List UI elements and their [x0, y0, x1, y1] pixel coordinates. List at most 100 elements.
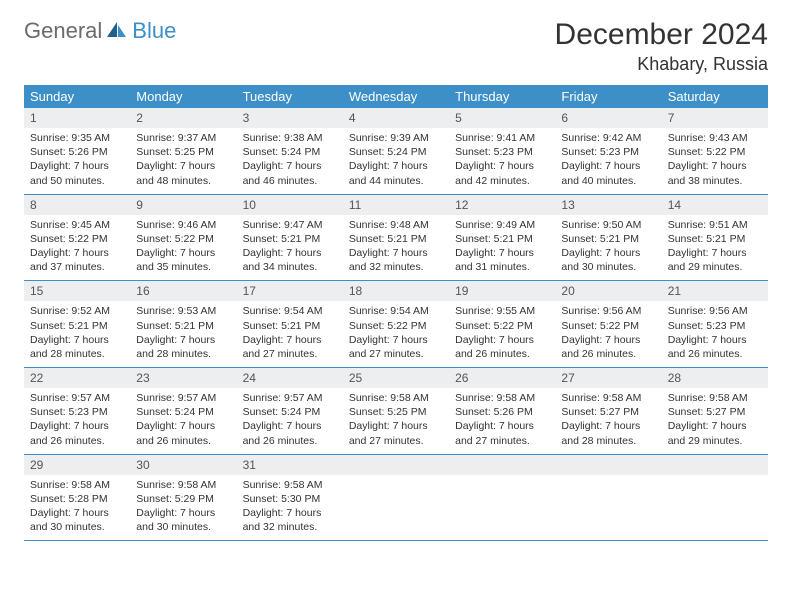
- day-body: Sunrise: 9:46 AMSunset: 5:22 PMDaylight:…: [130, 215, 236, 281]
- sunrise-text: Sunrise: 9:58 AM: [243, 478, 337, 492]
- daylight-text: and 46 minutes.: [243, 174, 337, 188]
- logo: General Blue: [24, 18, 176, 44]
- daylight-text: and 26 minutes.: [243, 434, 337, 448]
- daylight-text: Daylight: 7 hours: [455, 159, 549, 173]
- sunset-text: Sunset: 5:22 PM: [30, 232, 124, 246]
- sunrise-text: Sunrise: 9:58 AM: [561, 391, 655, 405]
- month-title: December 2024: [555, 18, 768, 52]
- day-number: 14: [662, 195, 768, 215]
- calendar-day-cell: 26Sunrise: 9:58 AMSunset: 5:26 PMDayligh…: [449, 368, 555, 455]
- day-body: Sunrise: 9:35 AMSunset: 5:26 PMDaylight:…: [24, 128, 130, 194]
- daylight-text: and 30 minutes.: [30, 520, 124, 534]
- daylight-text: Daylight: 7 hours: [455, 419, 549, 433]
- calendar-day-cell: 29Sunrise: 9:58 AMSunset: 5:28 PMDayligh…: [24, 454, 130, 541]
- day-body: Sunrise: 9:47 AMSunset: 5:21 PMDaylight:…: [237, 215, 343, 281]
- daylight-text: and 38 minutes.: [668, 174, 762, 188]
- calendar-day-cell: 24Sunrise: 9:57 AMSunset: 5:24 PMDayligh…: [237, 368, 343, 455]
- day-number: 19: [449, 281, 555, 301]
- calendar-week-row: 8Sunrise: 9:45 AMSunset: 5:22 PMDaylight…: [24, 194, 768, 281]
- day-body: Sunrise: 9:58 AMSunset: 5:25 PMDaylight:…: [343, 388, 449, 454]
- calendar-day-cell: [343, 454, 449, 541]
- daylight-text: and 30 minutes.: [561, 260, 655, 274]
- sunset-text: Sunset: 5:22 PM: [455, 319, 549, 333]
- day-body-empty: [343, 475, 449, 535]
- sunrise-text: Sunrise: 9:58 AM: [349, 391, 443, 405]
- daylight-text: and 26 minutes.: [455, 347, 549, 361]
- logo-word-blue: Blue: [132, 18, 176, 44]
- day-body: Sunrise: 9:41 AMSunset: 5:23 PMDaylight:…: [449, 128, 555, 194]
- daylight-text: and 27 minutes.: [455, 434, 549, 448]
- daylight-text: Daylight: 7 hours: [668, 159, 762, 173]
- weekday-header: Thursday: [449, 85, 555, 108]
- sunset-text: Sunset: 5:26 PM: [30, 145, 124, 159]
- daylight-text: and 32 minutes.: [349, 260, 443, 274]
- daylight-text: and 27 minutes.: [349, 434, 443, 448]
- daylight-text: Daylight: 7 hours: [30, 506, 124, 520]
- sunset-text: Sunset: 5:24 PM: [349, 145, 443, 159]
- sunset-text: Sunset: 5:22 PM: [136, 232, 230, 246]
- daylight-text: Daylight: 7 hours: [243, 419, 337, 433]
- sunrise-text: Sunrise: 9:52 AM: [30, 304, 124, 318]
- calendar-week-row: 22Sunrise: 9:57 AMSunset: 5:23 PMDayligh…: [24, 368, 768, 455]
- day-body: Sunrise: 9:54 AMSunset: 5:22 PMDaylight:…: [343, 301, 449, 367]
- weekday-header: Tuesday: [237, 85, 343, 108]
- logo-word-general: General: [24, 18, 102, 44]
- day-number: 21: [662, 281, 768, 301]
- daylight-text: Daylight: 7 hours: [30, 159, 124, 173]
- calendar-day-cell: 14Sunrise: 9:51 AMSunset: 5:21 PMDayligh…: [662, 194, 768, 281]
- daylight-text: and 50 minutes.: [30, 174, 124, 188]
- day-body-empty: [555, 475, 661, 535]
- calendar-day-cell: 16Sunrise: 9:53 AMSunset: 5:21 PMDayligh…: [130, 281, 236, 368]
- calendar-day-cell: 6Sunrise: 9:42 AMSunset: 5:23 PMDaylight…: [555, 108, 661, 194]
- daylight-text: and 29 minutes.: [668, 434, 762, 448]
- day-body: Sunrise: 9:51 AMSunset: 5:21 PMDaylight:…: [662, 215, 768, 281]
- calendar-week-row: 15Sunrise: 9:52 AMSunset: 5:21 PMDayligh…: [24, 281, 768, 368]
- day-number: 20: [555, 281, 661, 301]
- daylight-text: Daylight: 7 hours: [30, 419, 124, 433]
- day-number: 5: [449, 108, 555, 128]
- sunrise-text: Sunrise: 9:49 AM: [455, 218, 549, 232]
- daylight-text: and 27 minutes.: [243, 347, 337, 361]
- calendar-day-cell: 4Sunrise: 9:39 AMSunset: 5:24 PMDaylight…: [343, 108, 449, 194]
- sunset-text: Sunset: 5:27 PM: [668, 405, 762, 419]
- daylight-text: Daylight: 7 hours: [668, 246, 762, 260]
- day-body: Sunrise: 9:55 AMSunset: 5:22 PMDaylight:…: [449, 301, 555, 367]
- sunset-text: Sunset: 5:21 PM: [455, 232, 549, 246]
- day-body: Sunrise: 9:54 AMSunset: 5:21 PMDaylight:…: [237, 301, 343, 367]
- location: Khabary, Russia: [555, 54, 768, 75]
- weekday-header: Sunday: [24, 85, 130, 108]
- daylight-text: Daylight: 7 hours: [455, 333, 549, 347]
- day-body: Sunrise: 9:57 AMSunset: 5:23 PMDaylight:…: [24, 388, 130, 454]
- day-body: Sunrise: 9:43 AMSunset: 5:22 PMDaylight:…: [662, 128, 768, 194]
- sunset-text: Sunset: 5:21 PM: [243, 319, 337, 333]
- sunset-text: Sunset: 5:24 PM: [243, 145, 337, 159]
- sunrise-text: Sunrise: 9:47 AM: [243, 218, 337, 232]
- day-body-empty: [449, 475, 555, 535]
- sunrise-text: Sunrise: 9:37 AM: [136, 131, 230, 145]
- day-number: 4: [343, 108, 449, 128]
- calendar-day-cell: 1Sunrise: 9:35 AMSunset: 5:26 PMDaylight…: [24, 108, 130, 194]
- daylight-text: Daylight: 7 hours: [561, 159, 655, 173]
- day-body: Sunrise: 9:42 AMSunset: 5:23 PMDaylight:…: [555, 128, 661, 194]
- calendar-day-cell: 23Sunrise: 9:57 AMSunset: 5:24 PMDayligh…: [130, 368, 236, 455]
- day-number: 13: [555, 195, 661, 215]
- sunrise-text: Sunrise: 9:54 AM: [349, 304, 443, 318]
- weekday-header: Monday: [130, 85, 236, 108]
- calendar-day-cell: 12Sunrise: 9:49 AMSunset: 5:21 PMDayligh…: [449, 194, 555, 281]
- daylight-text: and 42 minutes.: [455, 174, 549, 188]
- sunrise-text: Sunrise: 9:46 AM: [136, 218, 230, 232]
- sunset-text: Sunset: 5:30 PM: [243, 492, 337, 506]
- calendar-day-cell: 27Sunrise: 9:58 AMSunset: 5:27 PMDayligh…: [555, 368, 661, 455]
- sunset-text: Sunset: 5:25 PM: [349, 405, 443, 419]
- day-body: Sunrise: 9:49 AMSunset: 5:21 PMDaylight:…: [449, 215, 555, 281]
- daylight-text: Daylight: 7 hours: [243, 159, 337, 173]
- sunrise-text: Sunrise: 9:41 AM: [455, 131, 549, 145]
- day-number-empty: [555, 455, 661, 475]
- day-number-empty: [449, 455, 555, 475]
- calendar-day-cell: 22Sunrise: 9:57 AMSunset: 5:23 PMDayligh…: [24, 368, 130, 455]
- sunset-text: Sunset: 5:29 PM: [136, 492, 230, 506]
- weekday-header: Wednesday: [343, 85, 449, 108]
- sunrise-text: Sunrise: 9:45 AM: [30, 218, 124, 232]
- calendar-day-cell: 9Sunrise: 9:46 AMSunset: 5:22 PMDaylight…: [130, 194, 236, 281]
- sunset-text: Sunset: 5:28 PM: [30, 492, 124, 506]
